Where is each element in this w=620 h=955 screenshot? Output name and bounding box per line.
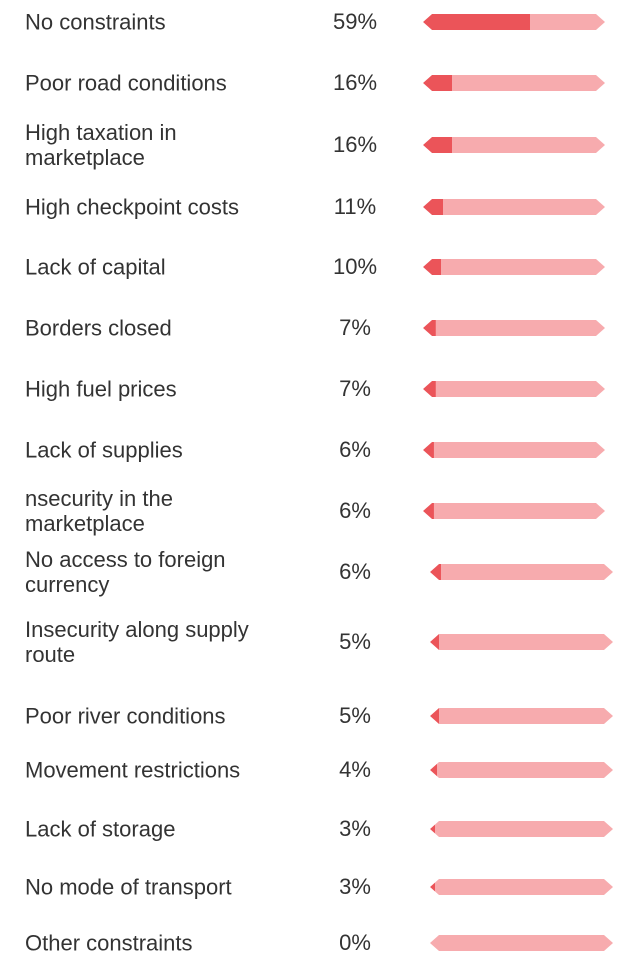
category-label: Lack of supplies (25, 437, 183, 463)
value-label: 7% (339, 315, 371, 340)
value-label: 0% (339, 930, 371, 955)
value-label: 7% (339, 376, 371, 401)
category-label: High fuel prices (25, 376, 177, 402)
value-label: 4% (339, 757, 371, 782)
bar-track (430, 821, 613, 837)
bar (430, 821, 435, 837)
bar-track (423, 381, 605, 397)
value-label: 6% (339, 498, 371, 523)
value-label: 11% (333, 194, 377, 219)
category-label: No constraints (25, 9, 166, 35)
category-label: Movement restrictions (25, 757, 241, 783)
bar-track (423, 14, 605, 30)
bar (423, 381, 436, 397)
bar-track (430, 564, 613, 580)
category-label: Poor river conditions (25, 703, 226, 729)
bar-track (423, 503, 605, 519)
value-label: 59% (332, 9, 378, 34)
value-label: 16% (332, 132, 378, 157)
category-label: High checkpoint costs (25, 194, 239, 220)
category-label: No access to foreign currency (25, 547, 226, 597)
value-label: 10% (332, 254, 378, 279)
bar-track (423, 442, 605, 458)
bar-track (423, 320, 605, 336)
category-label: nsecurity in the marketplace (25, 486, 173, 536)
value-label: 5% (339, 629, 371, 654)
bar (423, 442, 434, 458)
bar-track (430, 762, 613, 778)
bar (423, 75, 452, 91)
category-label: Poor road conditions (25, 70, 227, 96)
bar (423, 320, 436, 336)
category-label: High taxation in marketplace (25, 120, 177, 170)
value-label: 3% (339, 816, 371, 841)
value-label: 16% (332, 70, 378, 95)
bar (430, 879, 435, 895)
bar (423, 137, 452, 153)
bar-track (423, 75, 605, 91)
category-label: Lack of storage (25, 816, 176, 842)
bar-track (430, 708, 613, 724)
bar (430, 708, 439, 724)
bar (430, 564, 441, 580)
bar (423, 14, 530, 30)
category-label: Lack of capital (25, 254, 166, 280)
bar (423, 503, 434, 519)
bar-track (423, 259, 605, 275)
category-label: Insecurity along supply route (25, 617, 249, 667)
category-label: Borders closed (25, 315, 172, 341)
bar-track (430, 879, 613, 895)
bar (423, 259, 441, 275)
bar-track (430, 935, 613, 951)
bar (430, 634, 439, 650)
value-label: 6% (339, 437, 371, 462)
bar-track (430, 634, 613, 650)
category-label: Other constraints (25, 930, 193, 955)
value-label: 6% (339, 559, 371, 584)
category-label: No mode of transport (25, 874, 232, 900)
bar-track (423, 199, 605, 215)
value-label: 5% (339, 703, 371, 728)
bar-track (423, 137, 605, 153)
bar (423, 199, 443, 215)
bar (430, 762, 437, 778)
value-label: 3% (339, 874, 371, 899)
